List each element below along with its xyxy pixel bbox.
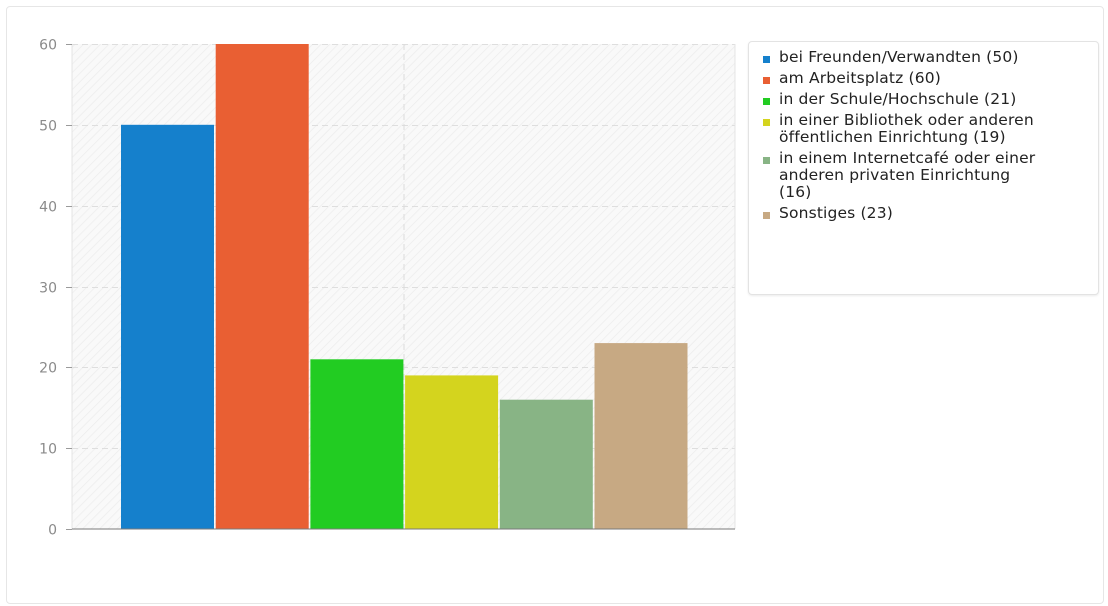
bar[interactable] [215,44,309,529]
bar[interactable] [310,359,404,530]
bar[interactable] [405,375,499,529]
legend: bei Freunden/Verwandten (50) am Arbeitsp… [748,41,1099,295]
legend-swatch [763,157,770,164]
legend-item[interactable]: in einer Bibliothek oder anderen öffentl… [763,112,1088,146]
legend-item[interactable]: bei Freunden/Verwandten (50) [763,49,1088,66]
legend-label: am Arbeitsplatz (60) [779,69,941,87]
legend-item[interactable]: in der Schule/Hochschule (21) [763,91,1088,108]
y-axis-ticks: 0 10 20 30 40 50 60 [39,38,72,539]
bar[interactable] [121,124,214,530]
y-tick-label: 0 [48,523,57,539]
legend-label: Sonstiges (23) [779,204,893,222]
bar[interactable] [499,399,593,529]
legend-swatch [763,212,770,219]
y-tick-label: 30 [39,281,57,297]
bar[interactable] [594,343,688,529]
y-tick-label: 40 [39,200,57,216]
legend-swatch [763,98,770,105]
legend-label: in einer Bibliothek oder anderen öffentl… [779,111,1034,146]
legend-swatch [763,77,770,84]
legend-swatch [763,119,770,126]
legend-label: in einem Internetcafé oder einer anderen… [779,149,1036,201]
legend-item[interactable]: in einem Internetcafé oder einer anderen… [763,150,1088,201]
y-tick-label: 10 [39,442,57,458]
legend-swatch [763,56,770,63]
y-tick-label: 50 [39,119,57,135]
legend-item[interactable]: am Arbeitsplatz (60) [763,70,1088,87]
legend-label: bei Freunden/Verwandten (50) [779,48,1019,66]
bars [121,44,688,530]
y-tick-label: 20 [39,361,57,377]
y-tick-label: 60 [39,38,57,54]
legend-label: in der Schule/Hochschule (21) [779,90,1017,108]
legend-item[interactable]: Sonstiges (23) [763,205,1088,222]
